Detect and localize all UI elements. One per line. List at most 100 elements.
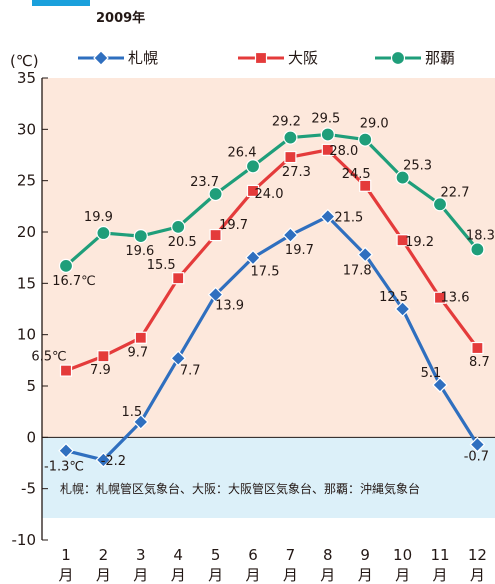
x-tick-label: 7	[286, 546, 296, 564]
data-point	[170, 350, 187, 367]
y-tick-label: -5	[21, 480, 36, 498]
data-point	[132, 414, 149, 430]
data-label: 29.5	[311, 111, 340, 126]
data-label: 22.7	[441, 185, 470, 200]
legend-marker	[93, 50, 109, 66]
y-tick-label: -10	[12, 531, 37, 549]
data-point	[207, 286, 224, 303]
data-point	[283, 130, 298, 145]
chart-title: 2009年	[96, 10, 145, 26]
data-point	[359, 179, 372, 192]
data-label: 20.5	[168, 235, 197, 250]
data-label: 13.9	[215, 299, 244, 314]
x-tick-suffix: 月	[432, 566, 447, 584]
data-label: 27.3	[282, 165, 311, 180]
series-3: 16.7℃ 19.9 19.6 20.5 23.7 26.4 29.2 29.5 29.0 25.…	[52, 111, 495, 288]
data-label: 25.3	[403, 159, 432, 174]
data-label: 21.5	[334, 211, 363, 226]
data-point	[96, 225, 111, 241]
data-point	[59, 364, 73, 377]
x-tick-suffix: 月	[283, 566, 298, 584]
data-label: 7.9	[90, 363, 111, 378]
data-point	[394, 301, 411, 317]
data-point	[321, 143, 334, 156]
y-tick-label: 35	[17, 69, 36, 87]
data-label: 19.6	[125, 244, 154, 259]
data-point	[396, 234, 409, 247]
data-point	[58, 258, 74, 273]
x-tick-label: 11	[430, 546, 449, 564]
data-label: 19.7	[219, 218, 248, 233]
data-label: 24.0	[255, 187, 284, 202]
x-tick-suffix: 月	[133, 566, 148, 584]
x-tick-label: 9	[360, 546, 370, 564]
data-point	[134, 331, 147, 344]
x-tick-suffix: 月	[470, 566, 485, 584]
data-point	[282, 227, 299, 243]
accent-bar	[32, 0, 90, 6]
y-tick-label: 25	[17, 172, 36, 190]
x-tick-label: 2	[99, 546, 109, 564]
data-label: 23.7	[190, 175, 219, 190]
data-point	[97, 350, 110, 363]
legend-marker	[390, 50, 406, 66]
x-tick-suffix: 月	[320, 566, 335, 584]
bg-below-zero	[42, 437, 495, 518]
x-tick-suffix: 月	[208, 566, 223, 584]
data-point	[172, 272, 185, 285]
data-point	[469, 436, 486, 453]
data-label: 6.5℃	[31, 350, 66, 365]
data-point	[395, 170, 410, 185]
data-label: 19.7	[285, 243, 314, 258]
legend-label: 札幌	[128, 49, 158, 67]
data-label: 29.2	[272, 115, 301, 130]
data-point	[432, 377, 448, 393]
y-tick-label: 10	[17, 326, 36, 344]
x-tick-label: 8	[323, 546, 333, 564]
series-layer: -1.3℃ -2.2 1.5 7.7 13.9 17.5 19.7 21.5 17.8 12.5 5…	[31, 111, 495, 474]
x-tick-label: 1	[61, 546, 71, 564]
x-tick-label: 3	[136, 546, 146, 564]
data-point	[171, 219, 186, 234]
series-2: 6.5℃ 7.9 9.7 15.5 19.7 24.0 27.3 28.0 24.5 19.2 13…	[31, 143, 490, 378]
data-point	[320, 127, 335, 142]
data-label: 24.5	[342, 167, 371, 182]
data-label: 8.7	[469, 355, 490, 370]
data-label: 9.7	[127, 346, 148, 361]
legend-label: 大阪	[288, 49, 318, 67]
x-tick-suffix: 月	[358, 566, 373, 584]
x-tick-suffix: 月	[96, 566, 111, 584]
x-tick-suffix: 月	[58, 566, 73, 584]
x-tick-suffix: 月	[171, 566, 186, 584]
series-1: -1.3℃ -2.2 1.5 7.7 13.9 17.5 19.7 21.5 17.8 12.5 5…	[44, 208, 489, 475]
data-label: 7.7	[180, 363, 201, 378]
data-point	[245, 249, 261, 266]
data-point	[470, 242, 485, 257]
y-tick-label: 0	[26, 428, 36, 446]
data-label: -0.7	[464, 450, 489, 465]
data-point	[95, 452, 112, 468]
series-line	[65, 148, 479, 373]
data-label: 13.6	[441, 291, 470, 306]
legend-label: 那覇	[425, 49, 455, 67]
data-label: -1.3℃	[44, 460, 84, 475]
data-point	[357, 246, 374, 263]
data-point	[58, 442, 74, 459]
y-tick-label: 5	[26, 377, 36, 395]
data-point	[433, 291, 447, 304]
data-point	[284, 150, 297, 164]
data-label: 5.1	[421, 366, 442, 381]
data-label: 17.5	[251, 265, 280, 280]
legend-marker	[254, 51, 268, 65]
data-label: 17.8	[343, 264, 372, 279]
x-tick-label: 6	[248, 546, 258, 564]
y-tick-label: 30	[17, 120, 36, 138]
data-label: 19.2	[405, 235, 434, 250]
x-tick-suffix: 月	[245, 566, 260, 584]
data-label: 28.0	[329, 144, 358, 159]
x-tick-label: 4	[173, 546, 183, 564]
data-label: -2.2	[101, 454, 126, 469]
data-point	[208, 186, 223, 202]
data-point	[246, 184, 260, 198]
